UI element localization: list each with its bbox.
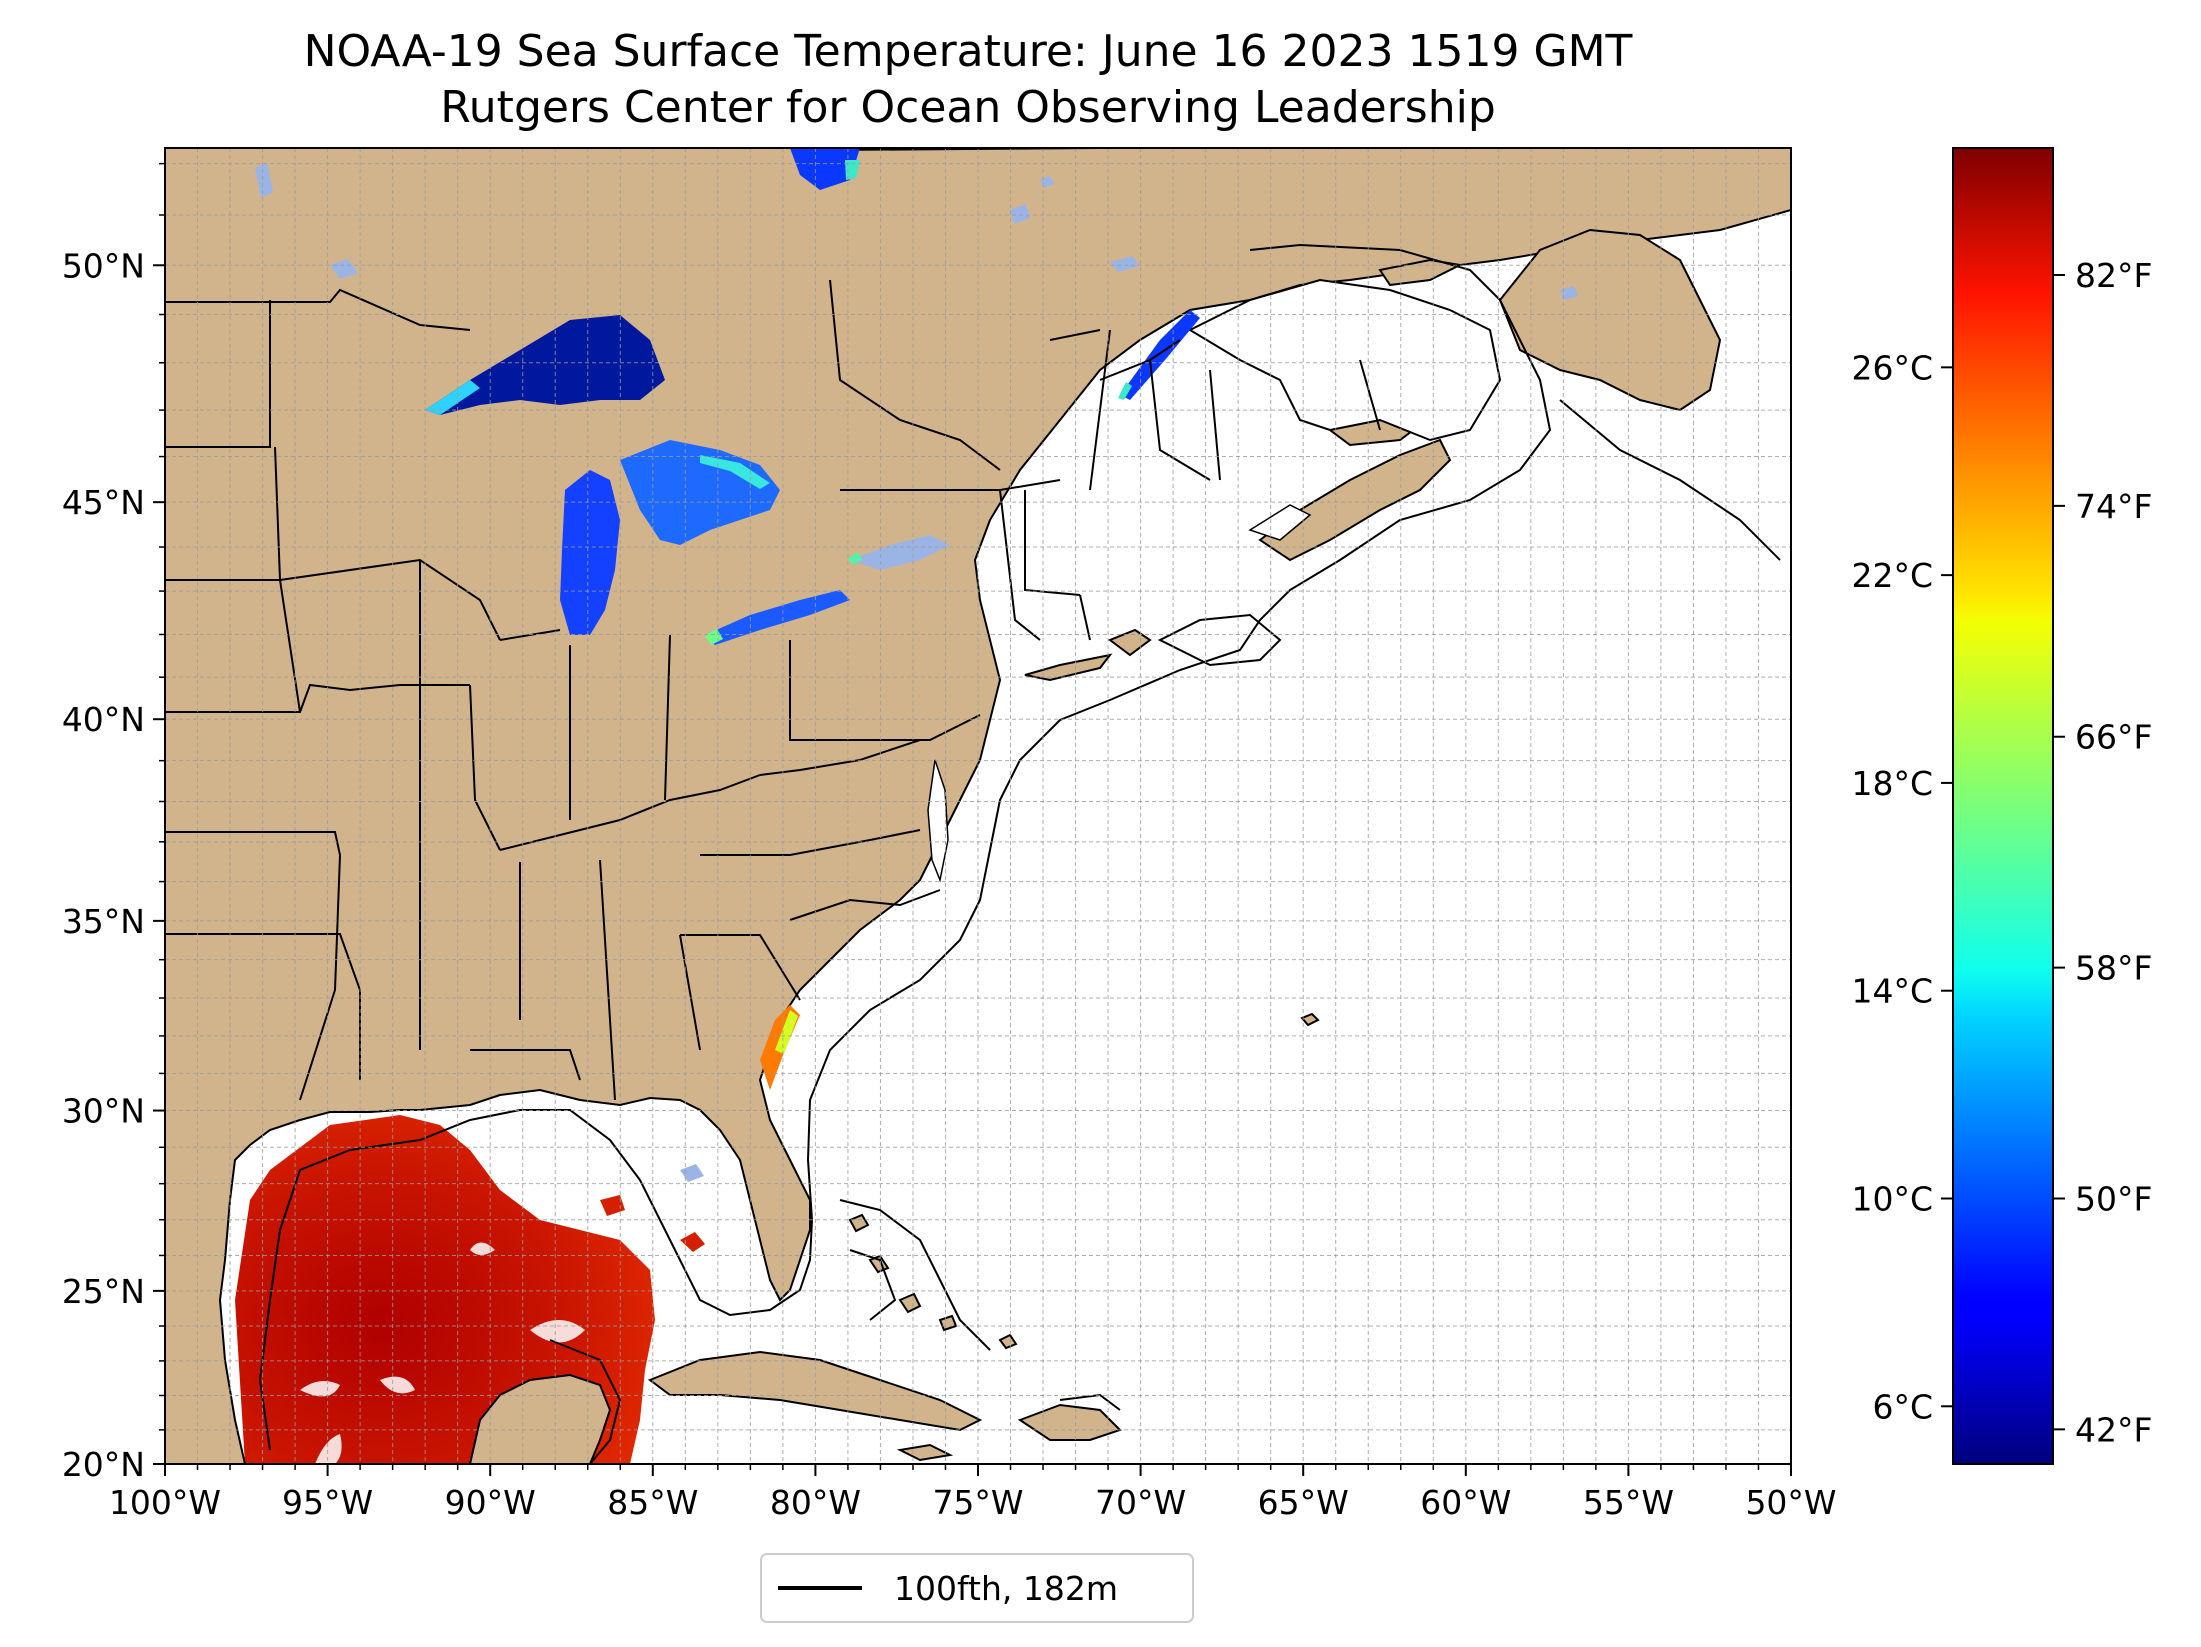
sst-gulf-patch (680, 1232, 705, 1252)
colorbar-fahrenheit-label: 82°F (2075, 256, 2152, 295)
lake-misc (680, 1164, 704, 1182)
y-tick-label: 30°N (62, 1092, 145, 1131)
x-tick-label: 100°W (109, 1483, 221, 1522)
x-axis: 100°W 95°W 90°W 85°W 80°W 75°W 70°W 65°W 60°W 55°… (109, 1464, 1837, 1522)
sst-georgia-coast-yellow (775, 1010, 798, 1054)
colorbar-fahrenheit-label: 74°F (2075, 487, 2152, 526)
land-bahamas (898, 1292, 922, 1314)
legend: 100fth, 182m (760, 1553, 1194, 1623)
contour-100fth (258, 243, 1781, 1464)
colorbar-celsius-label: 14°C (1851, 972, 1933, 1011)
colorbar: 26°C 22°C 18°C 14°C 10°C 6°C 82°F 74°F 66°F 58°F… (1851, 147, 2152, 1465)
y-tick-label: 25°N (62, 1272, 145, 1311)
colorbar-celsius-label: 18°C (1851, 764, 1933, 803)
legend-box (760, 1553, 1194, 1623)
y-tick-label: 35°N (62, 902, 145, 941)
land-north-america (165, 148, 1791, 1464)
contour-grand-banks (1559, 399, 1781, 561)
legend-label: 100fth, 182m (894, 1569, 1118, 1608)
lake-misc (330, 259, 358, 279)
colorbar-fahrenheit-label: 58°F (2075, 949, 2152, 988)
lake-ontario-edge (848, 552, 862, 565)
lake-superior-edge (425, 380, 480, 415)
lake-misc (1110, 256, 1140, 272)
lake-erie-edge (705, 629, 723, 645)
colorbar-celsius-label: 10°C (1851, 1179, 1933, 1218)
lake-misc (1560, 286, 1578, 300)
x-tick-label: 50°W (1745, 1483, 1836, 1522)
lake-michigan (560, 470, 620, 635)
lake-misc (255, 162, 273, 198)
colorbar-gradient (1952, 147, 2054, 1465)
sst-hudson-corner (790, 148, 860, 190)
y-tick-label: 20°N (62, 1445, 145, 1484)
x-tick-label: 70°W (1095, 1483, 1186, 1522)
contour-misc (549, 1339, 622, 1464)
y-tick-label: 50°N (62, 246, 145, 285)
sst-st-lawrence (1120, 310, 1200, 400)
x-tick-label: 85°W (607, 1483, 698, 1522)
land-bermuda (1300, 1012, 1320, 1027)
lake-ontario (850, 535, 950, 570)
gulf-of-st-lawrence (1187, 278, 1502, 442)
colorbar-fahrenheit-label: 42°F (2075, 1410, 2152, 1449)
land (165, 148, 1791, 1464)
land-anticosti (1378, 258, 1464, 287)
land-long-island (1024, 653, 1113, 682)
x-tick-label: 60°W (1420, 1483, 1511, 1522)
colorbar-fahrenheit-ticks: 82°F 74°F 66°F 58°F 50°F 42°F (2053, 256, 2152, 1449)
x-tick-label: 80°W (770, 1483, 861, 1522)
land-cape-cod (1107, 628, 1152, 657)
bay-of-fundy (1248, 504, 1312, 541)
x-tick-label: 75°W (932, 1483, 1023, 1522)
land-bahamas (848, 1213, 870, 1233)
land-newfoundland (1498, 228, 1722, 412)
y-tick-label: 45°N (62, 483, 145, 522)
lake-erie (705, 590, 850, 645)
colorbar-fahrenheit-label: 50°F (2075, 1179, 2152, 1218)
x-tick-label: 55°W (1583, 1483, 1674, 1522)
x-tick-label: 65°W (1258, 1483, 1349, 1522)
great-lakes (255, 148, 1578, 1182)
colorbar-celsius-label: 6°C (1872, 1387, 1933, 1426)
sst-gulf-patch (600, 1195, 625, 1216)
contour-gulf-of-maine (1157, 613, 1282, 667)
lake-misc (1010, 204, 1030, 224)
y-axis: 20°N 25°N 30°N 35°N 40°N 45°N 50°N (62, 162, 165, 1484)
y-tick-label: 40°N (62, 700, 145, 739)
colorbar-celsius-ticks: 26°C 22°C 18°C 14°C 10°C 6°C (1851, 348, 1953, 1426)
lake-superior (425, 315, 665, 415)
map-title-line1: NOAA-19 Sea Surface Temperature: June 16… (304, 26, 1633, 77)
contour-bahamas (839, 1199, 991, 1351)
gridlines (165, 148, 1791, 1464)
land-bahamas (998, 1333, 1018, 1350)
sst-hudson-corner-edge (845, 160, 860, 180)
map-title-line2: Rutgers Center for Ocean Observing Leade… (440, 82, 1496, 133)
colorbar-fahrenheit-label: 66°F (2075, 718, 2152, 757)
sst-st-lawrence-edge (1118, 382, 1132, 400)
land-jamaica (896, 1443, 954, 1462)
land-yucatan (468, 1373, 612, 1464)
chesapeake-bay (927, 759, 949, 883)
contour-atlantic (258, 243, 1552, 1451)
colorbar-celsius-label: 22°C (1851, 556, 1933, 595)
x-tick-label: 95°W (282, 1483, 373, 1522)
colorbar-celsius-label: 26°C (1851, 348, 1933, 387)
x-tick-label: 90°W (445, 1483, 536, 1522)
